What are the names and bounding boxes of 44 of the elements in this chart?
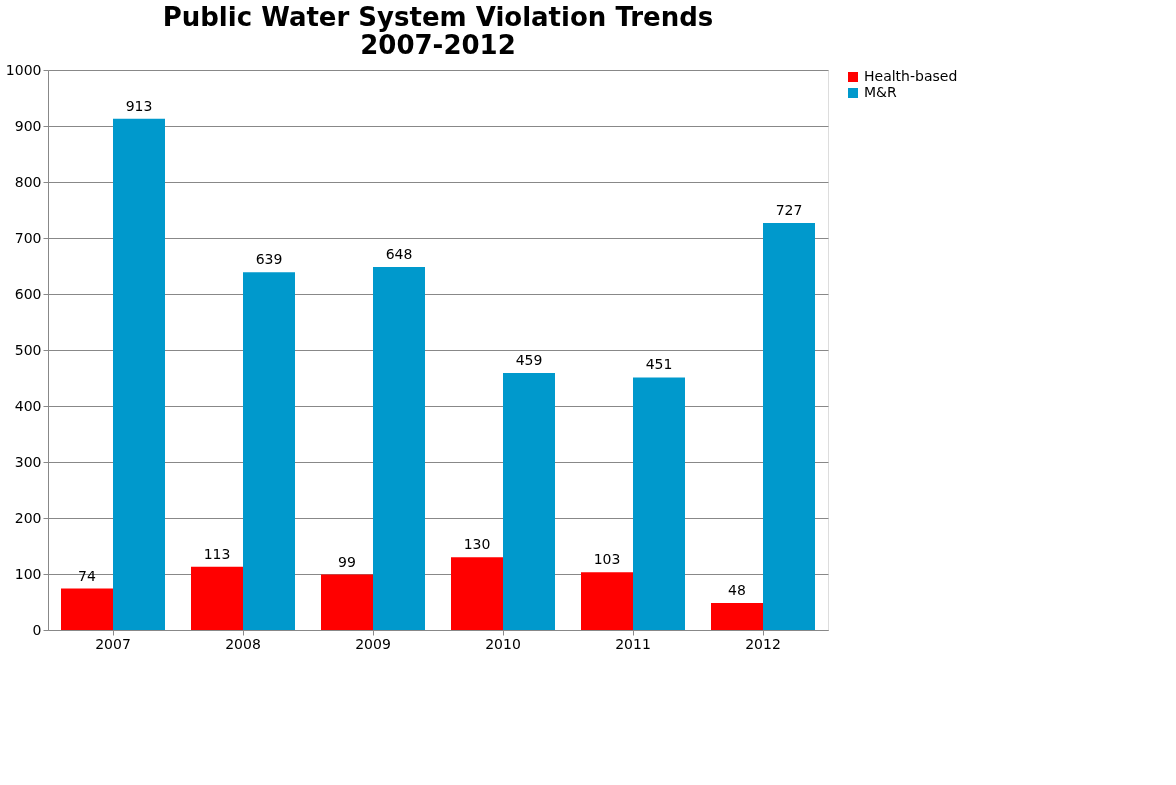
bar xyxy=(321,574,373,630)
y-tick-label: 600 xyxy=(14,285,42,302)
legend-label: M&R xyxy=(864,84,897,100)
y-tick-label: 400 xyxy=(14,397,42,414)
bar xyxy=(581,572,633,630)
bar xyxy=(113,118,165,630)
x-tick-label: 2009 xyxy=(355,635,391,652)
y-tick-label: 0 xyxy=(32,621,42,638)
y-tick-label: 1000 xyxy=(5,61,42,78)
y-tick-label: 700 xyxy=(14,229,42,246)
bar xyxy=(633,377,685,630)
data-label: 103 xyxy=(593,551,621,568)
chart-title: Public Water System Violation Trends 2007-2012 xyxy=(162,2,714,60)
bar xyxy=(61,588,113,630)
data-label: 727 xyxy=(775,201,803,218)
x-tick-label: 2012 xyxy=(745,635,781,652)
data-label: 913 xyxy=(125,97,153,114)
bar xyxy=(711,603,763,630)
y-tick-label: 500 xyxy=(14,341,42,358)
bar xyxy=(191,566,243,630)
bar xyxy=(451,557,503,630)
data-label: 459 xyxy=(515,351,543,368)
data-label: 648 xyxy=(385,246,413,263)
legend-label: Health-based xyxy=(864,68,958,84)
data-label: 113 xyxy=(203,545,231,562)
y-tick-label: 100 xyxy=(14,565,42,582)
bar xyxy=(243,272,295,630)
data-label: 74 xyxy=(78,567,96,584)
x-tick-label: 2007 xyxy=(95,635,131,652)
x-tick-label: 2010 xyxy=(485,635,521,652)
data-label: 639 xyxy=(255,251,283,268)
data-label: 130 xyxy=(463,536,491,553)
y-tick-label: 800 xyxy=(14,173,42,190)
y-tick-label: 300 xyxy=(14,453,42,470)
x-tick-label: 2008 xyxy=(225,635,261,652)
data-label: 99 xyxy=(338,553,356,570)
data-label: 451 xyxy=(645,356,673,373)
y-tick-label: 900 xyxy=(14,117,42,134)
bar xyxy=(763,222,815,630)
x-tick-label: 2011 xyxy=(615,635,651,652)
y-tick-label: 200 xyxy=(14,509,42,526)
bar xyxy=(373,267,425,630)
data-label: 48 xyxy=(728,582,746,599)
bar xyxy=(503,372,555,630)
